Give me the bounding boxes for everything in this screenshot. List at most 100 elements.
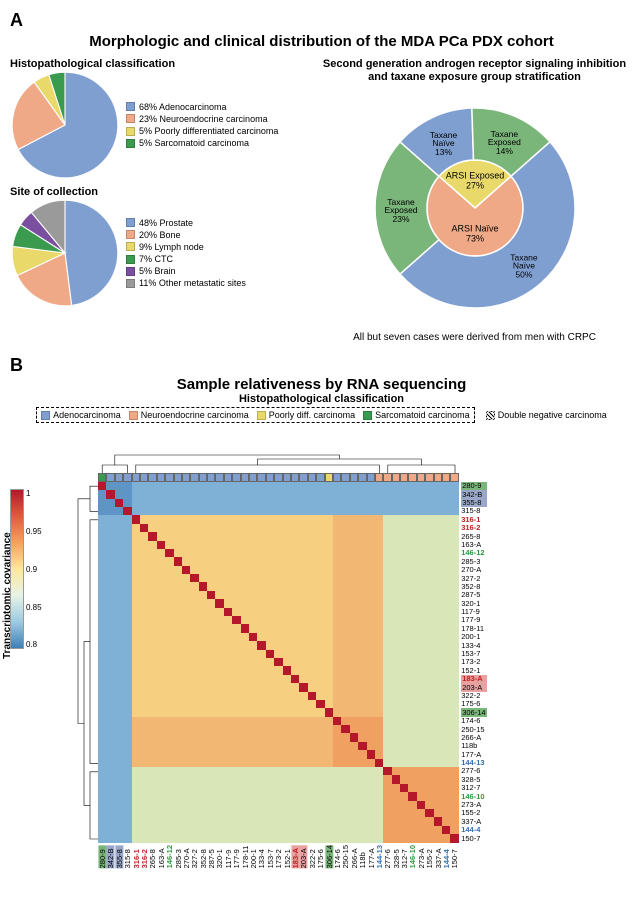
heatmap-cell [400, 834, 408, 842]
heatmap-cell [417, 809, 425, 817]
heatmap-cell [341, 759, 349, 767]
heatmap-cell [232, 826, 240, 834]
heatmap-cell [224, 557, 232, 565]
heatmap-cell [367, 692, 375, 700]
heatmap-cell [350, 566, 358, 574]
heatmap-cell [215, 599, 223, 607]
heatmap-cell [266, 591, 274, 599]
heatmap-cell [375, 599, 383, 607]
heatmap-cell [98, 633, 106, 641]
heatmap-cell [291, 725, 299, 733]
heatmap-cell [350, 817, 358, 825]
heatmap-cell [140, 482, 148, 490]
double-neg-legend: Double negative carcinoma [486, 410, 607, 420]
heatmap-cell [190, 499, 198, 507]
heatmap-cell [308, 708, 316, 716]
heatmap-cell [115, 801, 123, 809]
heatmap-cell [434, 524, 442, 532]
legend-swatch [126, 102, 135, 111]
heatmap-cell [199, 566, 207, 574]
heatmap-cell [123, 725, 131, 733]
heatmap-cell [358, 582, 366, 590]
heatmap-cell [232, 717, 240, 725]
heatmap-cell [350, 809, 358, 817]
heatmap-cell [106, 725, 114, 733]
heatmap-cell [333, 574, 341, 582]
svg-text:23%: 23% [392, 214, 409, 224]
heatmap-cell [367, 641, 375, 649]
heatmap-cell [333, 826, 341, 834]
heatmap-cell [257, 792, 265, 800]
heatmap-cell [383, 708, 391, 716]
heatmap-cell [232, 641, 240, 649]
heatmap-cell [375, 809, 383, 817]
heatmap-cell [249, 641, 257, 649]
heatmap-cell [325, 759, 333, 767]
heatmap-cell [106, 775, 114, 783]
heatmap-cell [333, 784, 341, 792]
heatmap-cell [182, 801, 190, 809]
heatmap-cell [115, 750, 123, 758]
heatmap-cell [257, 658, 265, 666]
heatmap-cell [115, 666, 123, 674]
heatmap-cell [115, 616, 123, 624]
heatmap-cell [249, 809, 257, 817]
heatmap-cell [115, 608, 123, 616]
heatmap-cell [207, 624, 215, 632]
heatmap-cell [106, 515, 114, 523]
heatmap-cell [325, 708, 333, 716]
class-cell [367, 473, 375, 481]
heatmap-cell [383, 750, 391, 758]
heatmap-cell [257, 566, 265, 574]
heatmap-cell [115, 524, 123, 532]
heatmap-cell [442, 541, 450, 549]
class-cell [434, 473, 442, 481]
heatmap-cell [157, 524, 165, 532]
heatmap-cell [383, 566, 391, 574]
heatmap-cell [266, 524, 274, 532]
heatmap-cell [199, 767, 207, 775]
heatmap-cell [341, 608, 349, 616]
heatmap-cell [383, 792, 391, 800]
heatmap-cell [442, 616, 450, 624]
heatmap-cell [325, 507, 333, 515]
heatmap-cell [148, 608, 156, 616]
heatmap-cell [325, 557, 333, 565]
heatmap-cell [325, 683, 333, 691]
heatmap-cell [291, 801, 299, 809]
heatmap-cell [182, 742, 190, 750]
heatmap-cell [425, 591, 433, 599]
heatmap-cell [274, 801, 282, 809]
heatmap-cell [400, 599, 408, 607]
heatmap-cell [408, 490, 416, 498]
heatmap-cell [207, 658, 215, 666]
heatmap-cell [123, 541, 131, 549]
heatmap-cell [400, 499, 408, 507]
heatmap-cell [165, 515, 173, 523]
heatmap-cell [140, 616, 148, 624]
heatmap-cell [174, 515, 182, 523]
heatmap-cell [325, 499, 333, 507]
heatmap-cell [140, 633, 148, 641]
heatmap-cell [308, 650, 316, 658]
heatmap-cell [375, 792, 383, 800]
panel-a: A Morphologic and clinical distribution … [10, 10, 633, 343]
heatmap-cell [316, 692, 324, 700]
heatmap-cell [224, 759, 232, 767]
heatmap-cell [215, 541, 223, 549]
heatmap-cell [148, 591, 156, 599]
colorbar-tick: 0.95 [26, 527, 42, 536]
heatmap-cell [283, 574, 291, 582]
heatmap-cell [367, 733, 375, 741]
heatmap-cell [425, 557, 433, 565]
heatmap-cell [425, 725, 433, 733]
col-label: 320-1 [215, 845, 223, 868]
heatmap-cell [132, 599, 140, 607]
heatmap-cell [425, 574, 433, 582]
heatmap-cell [392, 541, 400, 549]
svg-text:73%: 73% [465, 234, 483, 244]
heatmap-cell [207, 708, 215, 716]
heatmap-cell [140, 775, 148, 783]
heatmap-cell [106, 641, 114, 649]
heatmap-cell [132, 582, 140, 590]
